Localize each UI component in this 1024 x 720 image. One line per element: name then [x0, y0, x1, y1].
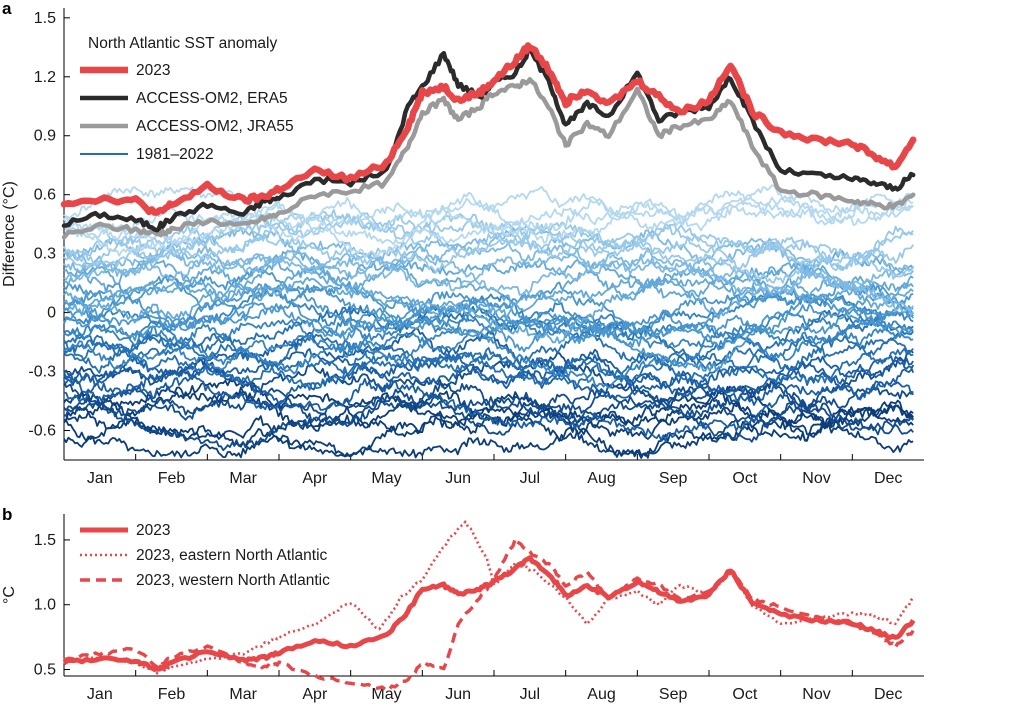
historical-year-line: [63, 379, 914, 440]
historical-year-line: [63, 406, 914, 459]
x-tick-label: May: [371, 686, 401, 703]
historical-year-line: [63, 282, 914, 372]
x-tick-label: Nov: [802, 686, 830, 703]
panel-a-historical-lines: [63, 184, 915, 459]
y-tick-label: 1.5: [34, 10, 56, 27]
historical-year-line: [63, 330, 914, 385]
y-tick-label: 0.6: [34, 187, 56, 204]
panel-b-legend-label: 2023: [136, 522, 170, 539]
y-tick-label: 0: [47, 305, 56, 322]
panel-b-letter: b: [2, 505, 12, 524]
x-tick-label: Nov: [802, 470, 830, 487]
panel-a-highlight-lines: [60, 42, 917, 240]
series-line-0: [60, 42, 917, 216]
x-tick-label: Sep: [659, 686, 688, 703]
panel-a-legend: North Atlantic SST anomaly 2023 ACCESS-OM…: [80, 35, 294, 163]
x-tick-label: Dec: [874, 686, 902, 703]
series-line-2: [61, 76, 916, 240]
y-tick-label: -0.6: [28, 423, 56, 440]
historical-year-line: [63, 224, 914, 276]
historical-year-line: [63, 266, 914, 348]
x-tick-label: Dec: [874, 470, 902, 487]
panel-b-legend-label: 2023, eastern North Atlantic: [136, 547, 328, 564]
historical-year-line: [63, 331, 914, 443]
legend-label: ACCESS-OM2, ERA5: [136, 90, 288, 107]
panel-a-x-ticks: Jan Feb Mar Apr May Jun Jul Aug Sep Oct Nov Dec: [87, 454, 902, 487]
panel-b-legend: 2023 2023, eastern North Atlantic 2023, we…: [80, 522, 330, 589]
x-tick-label: Oct: [732, 686, 757, 703]
x-tick-label: Apr: [302, 686, 328, 703]
x-tick-label: Aug: [587, 686, 615, 703]
x-tick-label: Sep: [659, 470, 688, 487]
y-tick-label: 0.3: [34, 246, 56, 263]
panel-a-legend-title: North Atlantic SST anomaly: [88, 35, 277, 52]
panel-a: 1.5 1.2 0.9 0.6 0.3 0 -0.3 -0.6 Jan Feb Mar Apr May…: [1, 8, 924, 487]
historical-year-line: [63, 184, 914, 246]
x-tick-label: Jun: [445, 470, 471, 487]
legend-label: 2023: [136, 62, 170, 79]
panel-b-lines: [62, 520, 916, 692]
panel-a-y-ticks: 1.5 1.2 0.9 0.6 0.3 0 -0.3 -0.6: [28, 10, 70, 440]
x-tick-label: Feb: [158, 686, 186, 703]
y-tick-label: 1.5: [34, 532, 56, 549]
panel-b-x-ticks: Jan Feb Mar Apr May Jun Jul Aug Sep Oct Nov Dec: [87, 670, 902, 703]
historical-year-line: [63, 310, 914, 389]
historical-year-line: [63, 385, 914, 441]
historical-year-line: [63, 332, 914, 388]
x-tick-label: Feb: [158, 470, 186, 487]
historical-year-line: [63, 196, 914, 245]
historical-year-line: [63, 305, 914, 370]
panel-a-y-axis-title: Difference (°C): [1, 181, 18, 287]
historical-year-line: [63, 212, 914, 284]
historical-year-line: [63, 404, 914, 459]
y-tick-label: 1.2: [34, 69, 56, 86]
y-tick-label: 1.0: [34, 597, 56, 614]
panel-b-y-ticks: 1.5 1.0 0.5: [34, 532, 70, 679]
panel-b-legend-label: 2023, western North Atlantic: [136, 572, 330, 589]
historical-year-line: [63, 192, 914, 244]
historical-year-line: [63, 249, 914, 303]
x-tick-label: Jul: [520, 686, 540, 703]
historical-year-line: [63, 260, 914, 312]
series-line-1: [61, 45, 916, 233]
x-tick-label: Mar: [229, 470, 257, 487]
y-tick-label: 0.9: [34, 128, 56, 145]
panel-b: 1.5 1.0 0.5 Jan Feb Mar Apr May Jun Jul Aug Sep Oct…: [1, 514, 924, 703]
y-tick-label: 0.5: [34, 662, 56, 679]
historical-year-line: [63, 348, 915, 411]
legend-label: 1981–2022: [136, 146, 214, 163]
panel-b-y-axis-title: °C: [1, 586, 18, 604]
historical-year-line: [63, 209, 914, 264]
x-tick-label: Jan: [87, 686, 113, 703]
panel-b-series-line-0: [62, 555, 916, 672]
x-tick-label: Jan: [87, 470, 113, 487]
x-tick-label: May: [371, 470, 401, 487]
x-tick-label: Jun: [445, 686, 471, 703]
panel-a-letter: a: [2, 0, 12, 18]
historical-year-line: [63, 283, 914, 338]
historical-year-line: [63, 355, 914, 411]
x-tick-label: Aug: [587, 470, 615, 487]
legend-label: ACCESS-OM2, JRA55: [136, 118, 294, 135]
y-tick-label: -0.3: [28, 364, 56, 381]
historical-year-line: [63, 293, 914, 371]
x-tick-label: Oct: [732, 470, 757, 487]
x-tick-label: Apr: [302, 470, 328, 487]
x-tick-label: Mar: [229, 686, 257, 703]
x-tick-label: Jul: [520, 470, 540, 487]
